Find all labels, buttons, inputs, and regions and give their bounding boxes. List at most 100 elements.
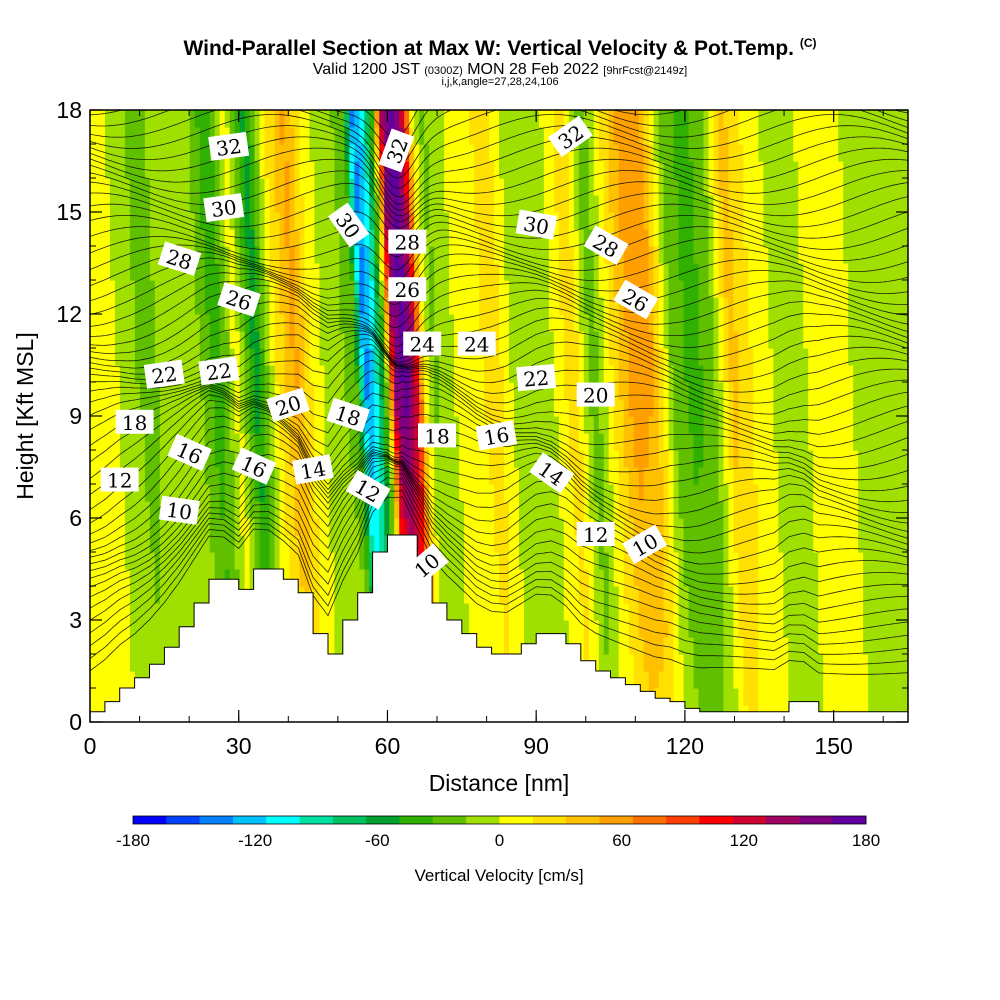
w-cell [508,484,515,502]
w-cell [469,552,475,570]
w-cell [768,382,774,400]
w-cell [693,212,700,230]
w-cell [109,161,116,179]
w-cell [773,688,779,706]
w-cell [543,569,550,587]
w-cell [129,399,136,417]
w-cell [439,399,445,417]
w-cell [119,144,126,162]
w-cell [533,297,540,315]
w-cell [369,518,375,536]
w-cell [548,314,555,332]
w-cell [513,501,520,519]
w-cell [434,348,440,366]
w-cell [618,569,625,587]
w-cell [768,671,774,689]
w-cell [169,552,176,570]
w-cell [658,212,665,230]
w-cell [459,314,465,332]
w-cell [668,552,675,570]
w-cell [199,246,206,264]
w-cell [249,263,256,281]
w-cell [109,637,116,655]
w-cell [104,433,111,451]
w-cell [369,195,375,213]
w-cell [743,552,749,570]
w-cell [209,484,216,502]
w-cell [304,178,311,196]
w-cell [189,467,196,485]
w-cell [94,263,101,281]
w-cell [364,569,370,587]
w-cell [194,569,201,587]
w-cell [209,263,216,281]
w-cell [703,637,710,655]
w-cell [673,348,680,366]
w-cell [194,314,201,332]
w-cell [254,161,261,179]
w-cell [369,467,375,485]
w-cell [314,348,321,366]
w-cell [274,314,281,332]
w-cell [713,569,720,587]
w-cell [419,212,425,230]
w-cell [219,280,226,298]
w-cell [259,552,266,570]
w-cell [174,416,181,434]
w-cell [518,501,525,519]
w-cell [469,314,475,332]
w-cell [199,331,206,349]
w-cell [523,603,530,621]
w-cell [484,603,490,621]
w-cell [718,637,725,655]
w-cell [229,110,236,128]
w-cell [339,365,345,383]
w-cell [149,110,156,128]
w-cell [708,484,715,502]
w-cell [743,348,749,366]
w-cell [723,365,730,383]
w-cell [289,178,296,196]
w-cell [673,450,680,468]
w-cell [169,144,176,162]
w-cell [179,110,186,128]
w-cell [199,484,206,502]
w-cell [204,229,211,247]
w-cell [144,297,151,315]
w-cell [613,552,620,570]
w-cell [578,212,585,230]
w-cell [404,110,410,128]
w-cell [469,348,475,366]
w-cell [593,263,600,281]
w-cell [304,263,311,281]
w-cell [239,110,246,128]
w-cell [768,518,774,536]
w-cell [573,314,580,332]
w-cell [469,365,475,383]
w-cell [154,518,161,536]
w-cell [264,195,271,213]
w-cell [90,212,96,230]
w-cell [703,484,710,502]
w-cell [244,246,251,264]
w-cell [703,467,710,485]
w-cell [114,671,121,689]
w-cell [678,314,685,332]
w-cell [389,110,395,128]
w-cell [364,195,370,213]
w-cell [149,620,156,638]
w-cell [114,212,121,230]
w-cell [508,127,515,145]
w-cell [359,552,365,570]
w-cell [419,518,425,536]
w-cell [244,280,251,298]
w-cell [593,297,600,315]
w-cell [768,552,774,570]
w-cell [129,229,136,247]
w-cell [274,518,281,536]
w-cell [508,280,515,298]
w-cell [184,382,191,400]
w-cell [444,314,450,332]
w-cell [733,144,740,162]
w-cell [289,144,296,162]
